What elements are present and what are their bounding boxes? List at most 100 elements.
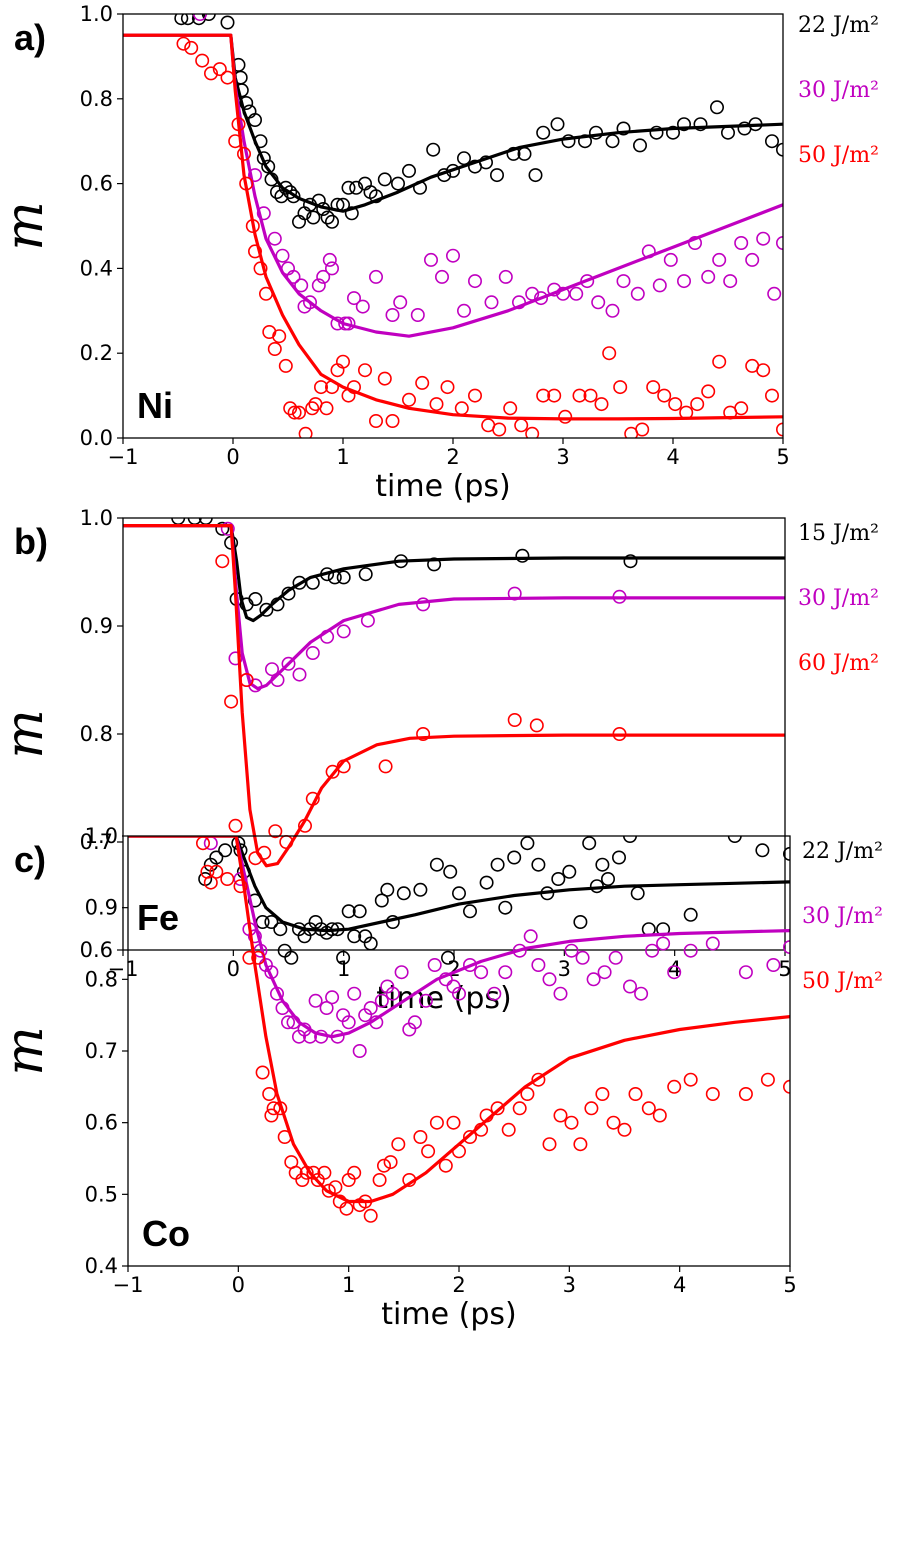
data-point (438, 1158, 453, 1173)
data-point (597, 965, 612, 980)
data-point (201, 14, 216, 21)
data-point (269, 185, 284, 200)
data-point (575, 950, 590, 965)
data-point (467, 274, 482, 289)
data-point (338, 316, 353, 331)
x-tick-label: 1 (342, 1273, 355, 1297)
data-point (712, 252, 727, 267)
data-point (727, 836, 742, 843)
data-point (440, 380, 455, 395)
data-point (512, 943, 527, 958)
data-point (248, 244, 263, 259)
data-point (220, 871, 235, 886)
data-point (256, 151, 271, 166)
data-point (302, 295, 317, 310)
data-point (479, 1108, 494, 1123)
data-point (286, 1015, 301, 1030)
data-point (555, 286, 570, 301)
data-point (385, 307, 400, 322)
data-point (712, 354, 727, 369)
data-point (622, 979, 637, 994)
data-point (410, 307, 425, 322)
data-point (429, 397, 444, 412)
data-point (336, 624, 351, 639)
legend-entry-0: 22 J/m² (798, 13, 879, 38)
data-point (517, 146, 532, 161)
data-point (255, 1065, 270, 1080)
data-point (734, 401, 749, 416)
data-point (267, 231, 282, 246)
data-point (634, 986, 649, 1001)
data-point (346, 380, 361, 395)
data-point (248, 591, 263, 606)
data-point (427, 957, 442, 972)
data-point (294, 278, 309, 293)
data-point (589, 879, 604, 894)
data-point (606, 1115, 621, 1130)
data-point (612, 726, 627, 741)
x-tick-label: 4 (666, 445, 679, 469)
data-point (641, 244, 656, 259)
data-point (421, 1144, 436, 1159)
y-tick-label: 0.8 (80, 722, 113, 746)
data-point (341, 180, 356, 195)
data-point (341, 1015, 356, 1030)
data-point (668, 397, 683, 412)
data-point (632, 138, 647, 153)
data-point (645, 943, 660, 958)
data-point (320, 210, 335, 225)
data-point (355, 299, 370, 314)
data-point (212, 62, 227, 77)
data-point (393, 295, 408, 310)
data-point (667, 1079, 682, 1094)
y-tick-label: 0.7 (80, 830, 113, 854)
data-point (569, 286, 584, 301)
data-point (720, 125, 735, 140)
data-point (501, 1122, 516, 1137)
data-point (451, 1144, 466, 1159)
data-point (547, 388, 562, 403)
data-point (363, 1208, 378, 1223)
data-point (275, 1000, 290, 1015)
data-point (390, 176, 405, 191)
data-point (533, 291, 548, 306)
data-point (474, 1122, 489, 1137)
data-point (764, 388, 779, 403)
data-point (378, 759, 393, 774)
data-point (562, 864, 577, 879)
data-point (401, 392, 416, 407)
data-point (766, 957, 781, 972)
data-point (218, 843, 233, 858)
data-point (456, 303, 471, 318)
data-point (297, 818, 312, 833)
data-point (553, 986, 568, 1001)
panel-label: c) (14, 839, 46, 880)
data-point (237, 146, 252, 161)
data-point (416, 597, 431, 612)
data-point (630, 886, 645, 901)
data-point (630, 286, 645, 301)
data-point (268, 824, 283, 839)
y-tick-label: 0.0 (80, 426, 113, 450)
data-point (358, 567, 373, 582)
data-point (536, 125, 551, 140)
data-point (525, 286, 540, 301)
data-point (305, 791, 320, 806)
data-point (283, 185, 298, 200)
element-label: Fe (137, 897, 179, 938)
data-point (528, 168, 543, 183)
data-point (415, 375, 430, 390)
y-tick-label: 0.5 (85, 1182, 118, 1206)
data-point (734, 236, 749, 251)
data-point (745, 252, 760, 267)
data-point (368, 189, 383, 204)
data-point (305, 401, 320, 416)
x-tick-label: 2 (452, 1273, 465, 1297)
legend-entry-2: 50 J/m² (798, 143, 879, 168)
data-point (520, 1087, 535, 1102)
data-point (418, 993, 433, 1008)
data-point (693, 117, 708, 132)
x-tick-label: 0 (227, 957, 240, 981)
data-point (262, 1087, 277, 1102)
